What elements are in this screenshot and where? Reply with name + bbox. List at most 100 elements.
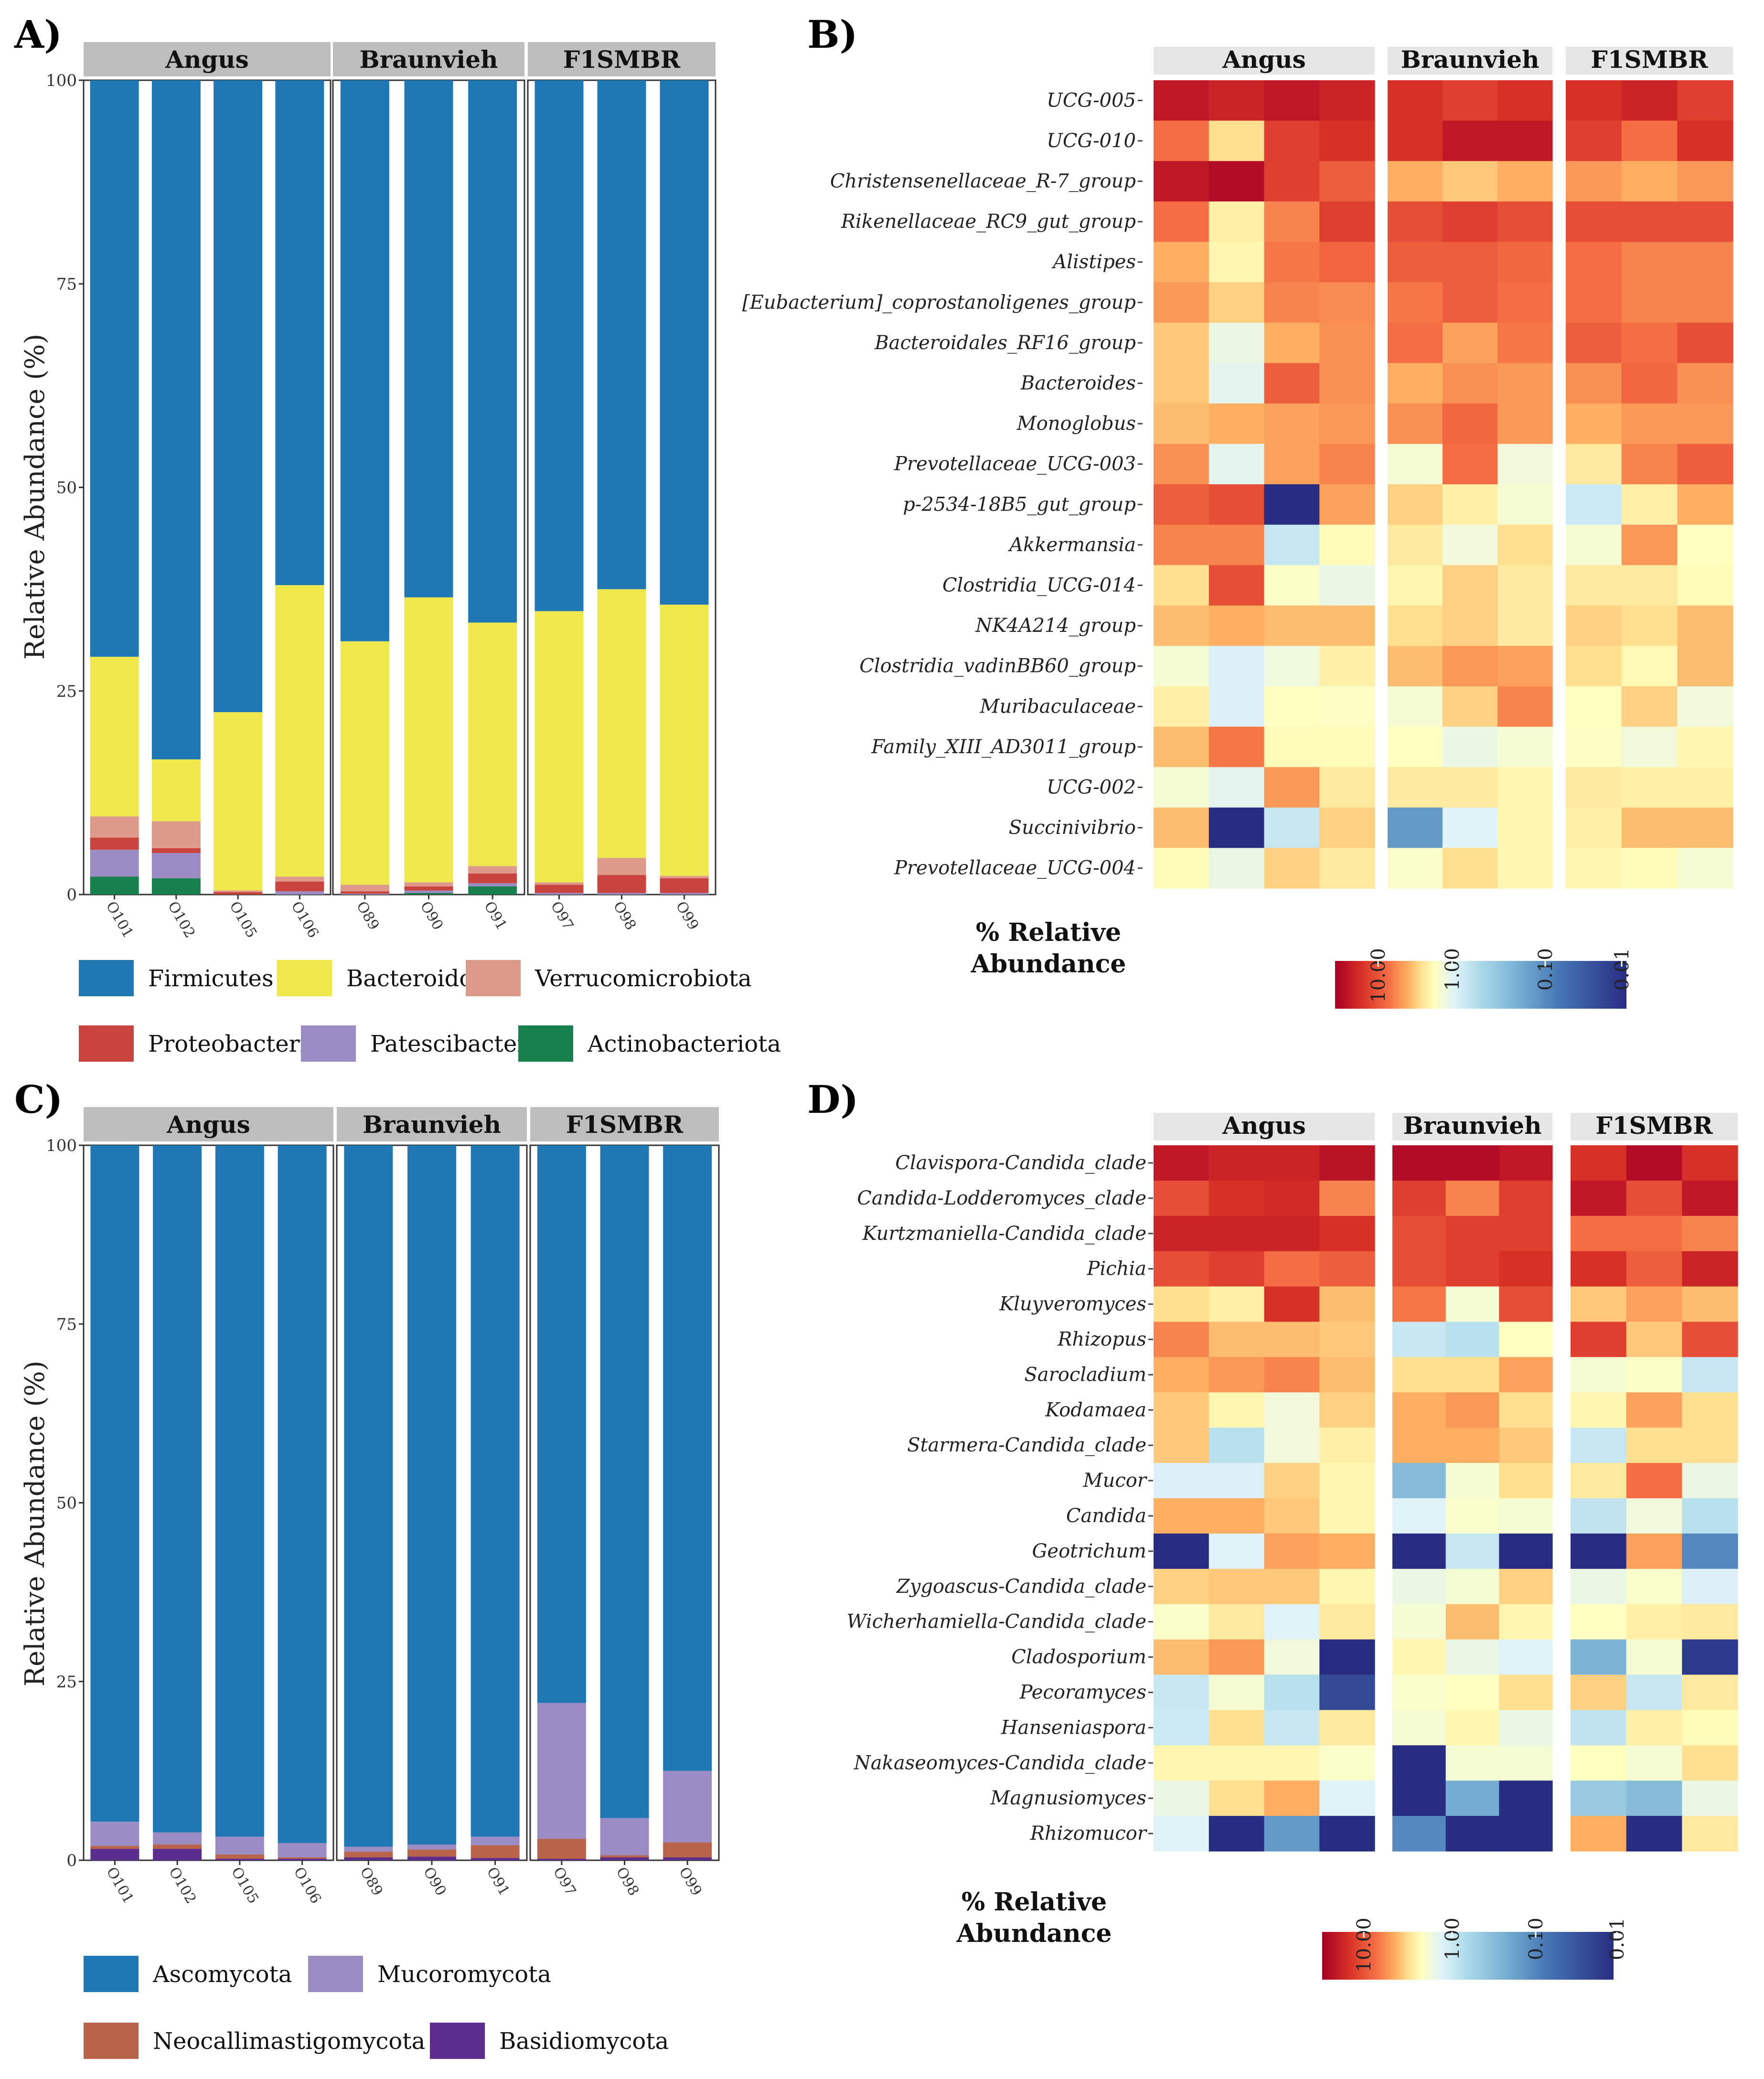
heat-cell-akkermansia-f1smbr-1	[1566, 524, 1622, 565]
bar-segment-o105-proteobacteria	[214, 892, 263, 895]
heat-cell-ucg-002-angus-4	[1319, 767, 1375, 808]
heat-cell-alistipes-f1smbr-2	[1621, 242, 1678, 283]
strip-label-braunvieh: Braunvieh	[363, 1110, 501, 1139]
row-label-magnusiomyces: Magnusiomyces	[990, 1787, 1146, 1809]
legend-swatch-mucoromycota	[308, 1956, 363, 1992]
row-label-succinivibrio: Succinivibrio	[1009, 817, 1136, 839]
row-label-rhizomucor: Rhizomucor	[1030, 1823, 1148, 1844]
row-label-muribaculaceae: Muribaculaceae	[980, 695, 1136, 717]
heat-cell-clostridia-vadinbb60-group-braunvieh-1	[1388, 646, 1443, 687]
heat-cell-rhizomucor-angus-3	[1264, 1816, 1320, 1852]
bar-segment-o105-verrucomicrobiota	[214, 890, 263, 892]
strip-angus-bg	[1154, 1113, 1375, 1141]
heat-cell-zygoascus-candida-clade-braunvieh-2	[1445, 1568, 1499, 1605]
heat-cell-bacteroides-f1smbr-3	[1677, 363, 1733, 404]
row-label-clavispora-candida-clade: Clavispora-Candida_clade	[895, 1152, 1146, 1174]
heat-cell-hanseniaspora-f1smbr-2	[1626, 1710, 1682, 1746]
heat-cell-rikenellaceae-rc9-gut-group-f1smbr-3	[1677, 201, 1733, 242]
heat-cell-candida-lodderomyces-clade-f1smbr-1	[1571, 1180, 1627, 1216]
strip-labels-c: Angus Braunvieh F1SMBR	[84, 1107, 719, 1141]
row-label-prevotellaceae-ucg-003: Prevotellaceae_UCG-003	[894, 453, 1136, 475]
heat-cell-candida-lodderomyces-clade-braunvieh-2	[1445, 1180, 1499, 1216]
heat-cell-sarocladium-angus-4	[1319, 1357, 1375, 1393]
heat-cell-clostridia-vadinbb60-group-angus-3	[1264, 646, 1320, 687]
heat-cell-rhizomucor-f1smbr-2	[1626, 1816, 1682, 1852]
heat-cell-bacteroidales-rf16-group-f1smbr-3	[1677, 322, 1733, 363]
heat-cell-kodamaea-braunvieh-3	[1499, 1392, 1553, 1428]
heat-cell-wicherhamiella-candida-clade-braunvieh-1	[1392, 1604, 1446, 1640]
heat-cell-pecoramyces-braunvieh-1	[1392, 1674, 1446, 1710]
heat-cell-ucg-005-angus-4	[1319, 80, 1375, 121]
row-label-nk4a214-group: NK4A214_group	[975, 615, 1136, 637]
bar-segment-o91-bacteroidota	[468, 622, 517, 866]
heat-cell-ucg-010-angus-1	[1154, 120, 1209, 161]
row-label-sarocladium: Sarocladium	[1024, 1364, 1146, 1386]
heat-cell-kluyveromyces-angus-2	[1208, 1286, 1265, 1322]
heat-cell-kodamaea-f1smbr-1	[1571, 1392, 1627, 1428]
bar-segment-o90-basidiomycota	[407, 1856, 456, 1860]
heat-cell-zygoascus-candida-clade-f1smbr-2	[1626, 1568, 1682, 1605]
heat-cell-clostridia-ucg-014-f1smbr-2	[1621, 565, 1678, 606]
heat-cell-rhizomucor-angus-4	[1319, 1816, 1375, 1852]
heat-cell-pichia-braunvieh-1	[1392, 1251, 1446, 1287]
heat-cell-magnusiomyces-braunvieh-1	[1392, 1780, 1446, 1816]
heat-cell-kodamaea-braunvieh-1	[1392, 1392, 1446, 1428]
heat-cell-rhizomucor-braunvieh-2	[1445, 1816, 1499, 1852]
bar-segment-o97-bacteroidota	[535, 611, 584, 883]
panel-label-a: A)	[14, 12, 62, 57]
heat-cell-christensenellaceae-r-7-group-braunvieh-2	[1443, 161, 1498, 202]
heat-cell-kodamaea-angus-4	[1319, 1392, 1375, 1428]
strip-f1smbr-bg	[530, 1107, 719, 1141]
strip-angus-bg	[1154, 47, 1375, 75]
heat-cell-alistipes-angus-4	[1319, 242, 1375, 283]
heat-cell-bacteroides-angus-4	[1319, 363, 1375, 404]
heat-cell-candida-braunvieh-3	[1499, 1498, 1553, 1534]
strip-label-braunvieh: Braunvieh	[1403, 1111, 1542, 1140]
strip-angus-bg	[84, 1107, 333, 1141]
heat-cell-sarocladium-angus-3	[1264, 1357, 1320, 1393]
bar-segment-o98-neocallimastigomycota	[600, 1855, 649, 1858]
row-label-ucg-005: UCG-005	[1047, 89, 1136, 111]
heat-cell-alistipes-braunvieh-3	[1497, 242, 1553, 283]
heat-cell-wicherhamiella-candida-clade-angus-4	[1319, 1604, 1375, 1640]
bar-segment-o101-patescibacteria	[90, 850, 139, 877]
heat-cell-ucg-002-braunvieh-1	[1388, 767, 1443, 808]
heat-cell-clavispora-candida-clade-f1smbr-3	[1682, 1145, 1738, 1181]
heat-cell-geotrichum-f1smbr-3	[1682, 1533, 1738, 1569]
heat-cell-clostridia-vadinbb60-group-angus-1	[1154, 646, 1209, 687]
heat-cell-akkermansia-angus-2	[1208, 524, 1265, 565]
bar-segment-o97-basidiomycota	[537, 1859, 586, 1860]
heat-cell-family-xiii-ad3011-group-angus-1	[1154, 726, 1209, 768]
legend-swatch-basidiomycota	[430, 2023, 485, 2059]
heat-cell-family-xiii-ad3011-group-braunvieh-3	[1497, 726, 1553, 768]
row-label-eubacterium-coprostanoligenes-group: [Eubacterium]_coprostanoligenes_group	[742, 291, 1136, 313]
heat-cell-magnusiomyces-braunvieh-3	[1499, 1780, 1553, 1816]
heat-cell-wicherhamiella-candida-clade-angus-3	[1264, 1604, 1320, 1640]
bar-segment-o106-bacteroidota	[275, 585, 324, 877]
panel-label-c: C)	[14, 1077, 63, 1122]
y-tick-label: 25	[56, 682, 77, 701]
heat-cell-alistipes-angus-3	[1264, 242, 1320, 283]
bar-segment-o91-proteobacteria	[468, 873, 517, 884]
heat-cell-nakaseomyces-candida-clade-f1smbr-2	[1626, 1745, 1682, 1781]
bar-segment-o101-ascomycota	[90, 1145, 139, 1822]
heat-cell-rhizomucor-braunvieh-1	[1392, 1816, 1446, 1852]
row-label-bacteroidales-rf16-group: Bacteroidales_RF16_group	[874, 332, 1136, 354]
heat-cell-ucg-010-f1smbr-2	[1621, 120, 1678, 161]
heat-cell-clostridia-ucg-014-braunvieh-3	[1497, 565, 1553, 606]
bar-segment-o106-firmicutes	[275, 80, 324, 586]
heat-cell-wicherhamiella-candida-clade-f1smbr-1	[1571, 1604, 1627, 1640]
heat-cell-candida-angus-2	[1208, 1498, 1265, 1534]
bar-segment-o101-actinobacteriota	[90, 876, 139, 895]
heat-cell-candida-lodderomyces-clade-angus-4	[1319, 1180, 1375, 1216]
heat-cell-rikenellaceae-rc9-gut-group-braunvieh-1	[1388, 201, 1443, 242]
heat-cell-pichia-angus-2	[1208, 1251, 1265, 1287]
heat-cell-ucg-010-angus-2	[1208, 120, 1265, 161]
bar-segment-o106-ascomycota	[278, 1145, 327, 1844]
heat-cell-family-xiii-ad3011-group-braunvieh-2	[1443, 726, 1498, 768]
heat-cell-candida-lodderomyces-clade-braunvieh-3	[1499, 1180, 1553, 1216]
heat-cell-kurtzmaniella-candida-clade-braunvieh-1	[1392, 1215, 1446, 1252]
bar-segment-o99-firmicutes	[660, 80, 709, 605]
heat-cell-rhizopus-angus-3	[1264, 1322, 1320, 1357]
heat-cell-zygoascus-candida-clade-angus-3	[1264, 1568, 1320, 1605]
